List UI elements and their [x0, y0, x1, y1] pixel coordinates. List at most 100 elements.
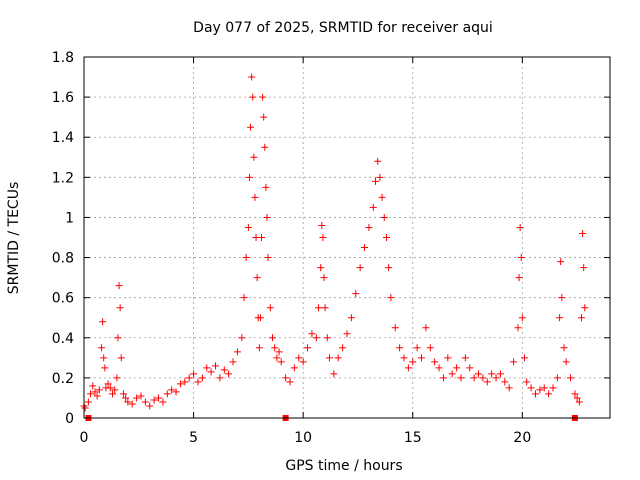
- data-point: [216, 374, 224, 382]
- data-point: [365, 223, 373, 231]
- data-point: [212, 362, 219, 370]
- data-point: [111, 386, 119, 394]
- data-point: [141, 398, 149, 406]
- data-point: [391, 324, 399, 332]
- data-point: [263, 213, 271, 221]
- data-point: [312, 334, 320, 342]
- data-point: [578, 314, 586, 322]
- data-point: [299, 358, 307, 366]
- x-tick-label: 5: [189, 430, 198, 446]
- data-point: [518, 314, 526, 322]
- data-point: [261, 143, 269, 151]
- data-point: [567, 374, 575, 382]
- data-point: [198, 374, 206, 382]
- data-point: [247, 123, 255, 131]
- data-point: [323, 334, 331, 342]
- data-point: [238, 334, 246, 342]
- y-tick-label: 0.4: [52, 331, 74, 347]
- data-point: [479, 374, 487, 382]
- data-point: [380, 213, 388, 221]
- data-point: [580, 264, 588, 272]
- data-point: [413, 344, 421, 352]
- data-point: [256, 314, 264, 322]
- data-point: [545, 390, 553, 398]
- data-point: [385, 264, 393, 272]
- data-point: [317, 264, 325, 272]
- data-point: [457, 374, 465, 382]
- data-point: [422, 324, 430, 332]
- data-point: [93, 392, 101, 400]
- y-tick-label: 1.2: [52, 170, 74, 186]
- data-point: [259, 93, 267, 101]
- data-point: [557, 258, 565, 266]
- data-point: [444, 354, 452, 362]
- data-point: [264, 254, 272, 262]
- data-point: [318, 221, 326, 229]
- data-point: [315, 304, 323, 312]
- y-tick-label: 1.4: [52, 130, 74, 146]
- data-point: [137, 392, 145, 400]
- data-point: [404, 364, 412, 372]
- grid-layer: [84, 57, 610, 418]
- data-point: [229, 358, 237, 366]
- data-point: [558, 294, 566, 302]
- data-point: [343, 330, 351, 338]
- data-point: [81, 404, 89, 412]
- data-point: [84, 398, 92, 406]
- data-point: [330, 370, 338, 378]
- data-point: [396, 344, 404, 352]
- y-tick-label: 0.6: [52, 291, 74, 307]
- x-tick-label: 15: [404, 430, 422, 446]
- data-point: [483, 378, 491, 386]
- data-point: [176, 380, 184, 388]
- data-point: [240, 294, 248, 302]
- data-point: [409, 358, 417, 366]
- data-point: [470, 374, 478, 382]
- data-point: [172, 388, 180, 396]
- data-point: [163, 390, 171, 398]
- data-point: [320, 274, 328, 282]
- data-point: [155, 394, 163, 402]
- data-point: [251, 193, 259, 201]
- data-point: [277, 358, 285, 366]
- data-point: [245, 173, 253, 181]
- data-point: [122, 394, 130, 402]
- data-point: [435, 364, 443, 372]
- data-point: [266, 304, 274, 312]
- data-point: [376, 173, 384, 181]
- data-point: [371, 177, 379, 185]
- data-point: [203, 364, 211, 372]
- data-point: [562, 358, 570, 366]
- data-point: [319, 234, 327, 241]
- data-point: [89, 382, 97, 390]
- data-point: [400, 354, 408, 362]
- data-point: [347, 314, 355, 322]
- data-point: [553, 374, 561, 382]
- data-point: [128, 400, 136, 408]
- plot-frame: [83, 56, 611, 419]
- y-tick-label: 0: [65, 411, 74, 427]
- data-point: [108, 390, 116, 398]
- x-tick-label: 20: [513, 430, 531, 446]
- data-point: [374, 157, 382, 165]
- y-axis-label: SRMTID / TECUs: [6, 182, 22, 295]
- data-point: [101, 364, 109, 372]
- data-point: [253, 274, 261, 282]
- data-point: [99, 318, 107, 326]
- data-point: [98, 344, 106, 352]
- data-point: [100, 354, 108, 362]
- data-point: [466, 364, 474, 372]
- data-point: [560, 344, 568, 352]
- data-point: [225, 370, 233, 378]
- data-point: [540, 384, 548, 392]
- data-point: [248, 73, 256, 81]
- data-point: [133, 394, 141, 402]
- data-point: [116, 304, 124, 312]
- data-point: [339, 344, 347, 352]
- data-point: [571, 390, 579, 398]
- data-point: [523, 378, 531, 386]
- data-point: [194, 378, 202, 386]
- data-point: [510, 358, 518, 366]
- data-point: [334, 354, 342, 362]
